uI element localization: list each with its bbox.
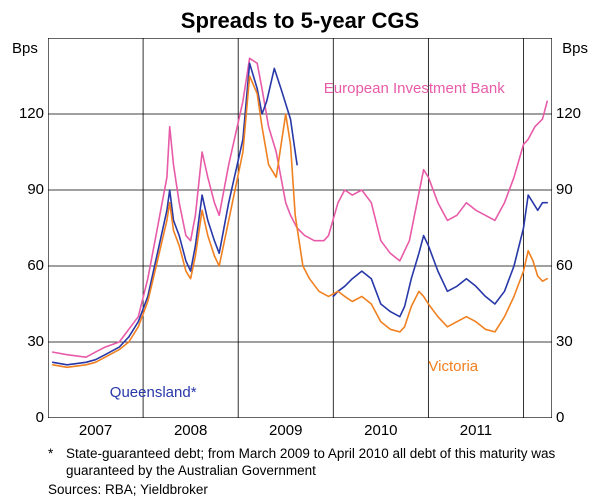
x-tick: 2010 [364, 422, 397, 439]
y-tick-right: 30 [556, 333, 573, 350]
y-tick-left: 30 [27, 333, 44, 350]
x-tick: 2007 [79, 422, 112, 439]
series-label: Victoria [428, 358, 478, 375]
y-tick-left: 120 [19, 105, 44, 122]
y-axis-unit-left: Bps [12, 40, 38, 57]
footnote: *State-guaranteed debt; from March 2009 … [48, 446, 568, 480]
y-tick-right: 90 [556, 181, 573, 198]
y-tick-left: 60 [27, 257, 44, 274]
y-axis-unit-right: Bps [562, 40, 588, 57]
x-tick: 2008 [174, 422, 207, 439]
chart-title: Spreads to 5-year CGS [0, 8, 600, 34]
series-label: Queensland* [110, 384, 197, 401]
series-label: European Investment Bank [324, 80, 505, 97]
y-tick-left: 90 [27, 181, 44, 198]
y-tick-left: 0 [36, 409, 44, 426]
sources-label: Sources: [48, 482, 101, 497]
chart-container: Spreads to 5-year CGS Bps Bps 0 30 60 90 120… [0, 0, 600, 503]
footnote-text: State-guaranteed debt; from March 2009 t… [66, 446, 556, 480]
x-tick: 2009 [269, 422, 302, 439]
sources: Sources: RBA; Yieldbroker [48, 482, 568, 499]
y-tick-right: 0 [556, 409, 564, 426]
y-tick-right: 120 [556, 105, 581, 122]
x-tick: 2011 [460, 422, 492, 439]
sources-text: RBA; Yieldbroker [105, 482, 208, 497]
footnote-marker: * [48, 446, 66, 463]
y-tick-right: 60 [556, 257, 573, 274]
